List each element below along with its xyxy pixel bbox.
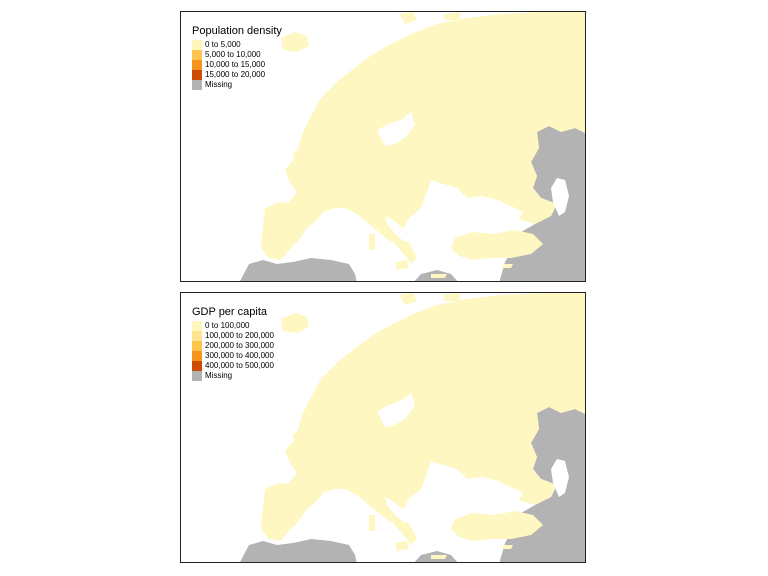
legend-swatch [192, 321, 202, 331]
legend-swatch [192, 351, 202, 361]
legend-label: 15,000 to 20,000 [205, 70, 266, 79]
legend-swatch [192, 40, 202, 50]
legend-label: Missing [205, 371, 233, 380]
legend-item: 200,000 to 300,000 [192, 341, 274, 351]
legend-item: 100,000 to 200,000 [192, 331, 274, 341]
legend-item: Missing [192, 371, 274, 381]
legend-label: Missing [205, 80, 233, 89]
legend-label: 100,000 to 200,000 [205, 331, 274, 340]
map-panel-gdp-per-capita: GDP per capita 0 to 100,000 100,000 to 2… [180, 292, 586, 563]
map-panel-population-density: Population density 0 to 5,000 5,000 to 1… [180, 11, 586, 282]
legend-label: 200,000 to 300,000 [205, 341, 274, 350]
legend-item: 15,000 to 20,000 [192, 70, 282, 80]
legend-label: 0 to 100,000 [205, 321, 250, 330]
legend-item: 400,000 to 500,000 [192, 361, 274, 371]
legend-item: 10,000 to 15,000 [192, 60, 282, 70]
legend-title: GDP per capita [192, 306, 268, 318]
legend-item: Missing [192, 80, 282, 90]
legend-title: Population density [192, 25, 282, 37]
legend-label: 10,000 to 15,000 [205, 60, 266, 69]
legend-swatch [192, 361, 202, 371]
legend-item: 0 to 5,000 [192, 40, 282, 50]
legend-label: 400,000 to 500,000 [205, 361, 274, 370]
legend-label: 300,000 to 400,000 [205, 351, 274, 360]
legend-swatch [192, 70, 202, 80]
legend-swatch [192, 50, 202, 60]
legend: Population density 0 to 5,000 5,000 to 1… [192, 25, 282, 90]
legend-swatch [192, 371, 202, 381]
legend-swatch [192, 80, 202, 90]
legend-item: 300,000 to 400,000 [192, 351, 274, 361]
legend-item: 0 to 100,000 [192, 321, 274, 331]
legend-swatch [192, 60, 202, 70]
legend-swatch [192, 331, 202, 341]
legend-swatch [192, 341, 202, 351]
legend: GDP per capita 0 to 100,000 100,000 to 2… [192, 306, 274, 381]
legend-item: 5,000 to 10,000 [192, 50, 282, 60]
legend-label: 5,000 to 10,000 [205, 50, 261, 59]
legend-label: 0 to 5,000 [205, 40, 241, 49]
